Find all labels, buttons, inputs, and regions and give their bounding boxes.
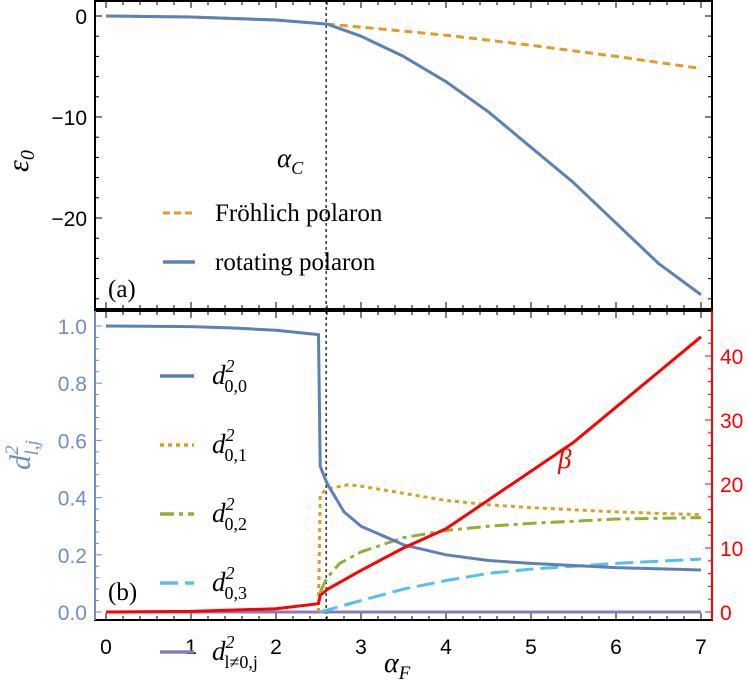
x-tick-label: 0 bbox=[100, 636, 112, 659]
legend-label-d00: d2 0,0 bbox=[212, 356, 247, 396]
x-tick-label: 1 bbox=[185, 636, 197, 659]
legend-b: d2 0,0 d2 0,1 d2 0,2 d2 0,3 d2 l≠0,j bbox=[160, 356, 258, 672]
x-axis-label: αF bbox=[384, 648, 411, 682]
series-line-d03 bbox=[319, 557, 702, 614]
panel-label-a: (a) bbox=[108, 276, 136, 303]
legend-label-d02: d2 0,2 bbox=[212, 494, 247, 534]
alpha-c-label: αC bbox=[277, 143, 304, 178]
y2-tick-label: 20 bbox=[720, 474, 743, 497]
y2-tick-label: 40 bbox=[720, 346, 743, 369]
y-tick-label-b: 0.0 bbox=[58, 602, 87, 625]
panel-label-b: (b) bbox=[108, 579, 137, 606]
y-axis-label-a: ε0 bbox=[2, 150, 39, 172]
series-line-frohlich bbox=[105, 14, 702, 71]
legend-label-d03: d2 0,3 bbox=[212, 563, 247, 603]
series-line-d01 bbox=[317, 483, 702, 613]
y2-tick-label: 0 bbox=[720, 602, 732, 625]
y-tick-label-a: −20 bbox=[51, 208, 87, 231]
y-axis-label-b: d2l,j bbox=[2, 440, 43, 470]
legend-label-dl-ne-0: d2 l≠0,j bbox=[212, 632, 258, 672]
series-line-d02 bbox=[318, 516, 702, 593]
series-line-d00 bbox=[105, 324, 702, 572]
x-tick-label: 7 bbox=[695, 636, 707, 659]
x-tick-label: 2 bbox=[270, 636, 282, 659]
y-tick-label-a: 0 bbox=[75, 6, 87, 29]
beta-label: β bbox=[557, 444, 572, 474]
legend-label-rotating: rotating polaron bbox=[215, 249, 376, 276]
plot-frame-b bbox=[94, 310, 713, 621]
x-tick-label: 6 bbox=[610, 636, 622, 659]
x-tick-label: 3 bbox=[355, 636, 367, 659]
y2-tick-label: 30 bbox=[720, 410, 743, 433]
x-tick-label: 5 bbox=[525, 636, 537, 659]
y-tick-label-b: 0.8 bbox=[58, 373, 87, 396]
y-tick-label-a: −10 bbox=[51, 107, 87, 130]
legend-label-d01: d2 0,1 bbox=[212, 425, 247, 465]
legend-label-frohlich: Fröhlich polaron bbox=[215, 200, 383, 227]
panel-b: 0 1 2 3 4 5 6 7 0.0 0.2 0.4 0.6 0.8 1.0 0 10 20 30 40 bbox=[58, 310, 743, 659]
x-tick-label: 4 bbox=[440, 636, 452, 659]
y2-tick-label: 10 bbox=[720, 538, 743, 561]
panel-a: 0 −10 −20 bbox=[51, 0, 713, 310]
y-tick-label-b: 0.4 bbox=[58, 488, 88, 511]
y-tick-label-b: 0.6 bbox=[58, 430, 87, 453]
plot-frame-a bbox=[94, 0, 713, 310]
y-tick-label-b: 0.2 bbox=[58, 545, 87, 568]
series-line-rotating bbox=[105, 14, 702, 296]
series-line-beta bbox=[105, 335, 702, 614]
y-tick-label-b: 1.0 bbox=[58, 316, 87, 339]
